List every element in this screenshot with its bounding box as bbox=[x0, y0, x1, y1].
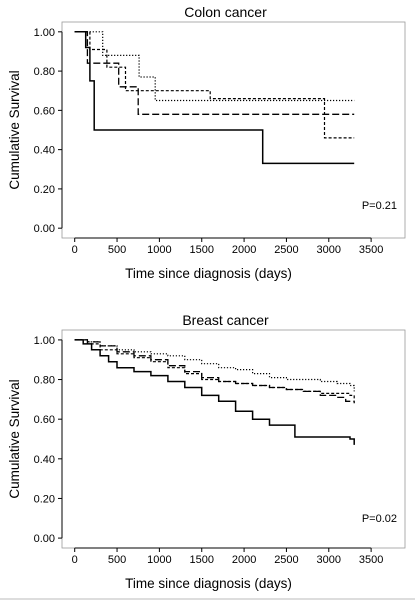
x-tick-label: 0 bbox=[72, 244, 78, 256]
p-value-annotation: P=0.02 bbox=[362, 513, 397, 525]
x-tick-label: 3500 bbox=[359, 244, 383, 256]
survival-curve-dashed bbox=[74, 31, 355, 139]
y-tick-label: 1.00 bbox=[34, 27, 55, 39]
x-tick-label: 1000 bbox=[147, 554, 171, 566]
p-value-annotation: P=0.21 bbox=[362, 200, 397, 212]
y-tick-label: 0.00 bbox=[34, 223, 55, 235]
survival-curve-solid bbox=[74, 339, 355, 445]
breast-cancer-panel: Breast cancer 0.00 0.20 0.40 0.60 0.80 1.00 0 50… bbox=[7, 312, 406, 591]
x-tick-label: 3500 bbox=[359, 554, 383, 566]
y-tick-label: 0.40 bbox=[34, 145, 55, 157]
survival-curve-dotted bbox=[74, 31, 355, 102]
survival-curve-long-dash bbox=[74, 31, 355, 115]
y-tick-label: 0.80 bbox=[34, 66, 55, 78]
y-axis-title: Cumulative Survival bbox=[7, 379, 22, 498]
y-tick-label: 0.60 bbox=[34, 414, 55, 426]
x-tick-label: 1500 bbox=[189, 244, 213, 256]
x-tick-label: 0 bbox=[72, 554, 78, 566]
y-tick-label: 0.00 bbox=[34, 533, 55, 545]
x-tick-label: 2500 bbox=[274, 244, 298, 256]
y-tick-label: 1.00 bbox=[34, 335, 55, 347]
y-axis-title: Cumulative Survival bbox=[7, 70, 22, 189]
x-tick-label: 500 bbox=[108, 554, 126, 566]
survival-curve-dashed bbox=[74, 339, 355, 400]
x-tick-label: 3000 bbox=[317, 244, 341, 256]
x-tick-label: 2000 bbox=[232, 554, 256, 566]
y-tick-label: 0.40 bbox=[34, 454, 55, 466]
y-tick-label: 0.20 bbox=[34, 493, 55, 505]
x-tick-label: 1000 bbox=[147, 244, 171, 256]
y-tick-label: 0.60 bbox=[34, 105, 55, 117]
chart-title: Breast cancer bbox=[182, 312, 269, 328]
x-axis-title: Time since diagnosis (days) bbox=[125, 266, 292, 281]
colon-cancer-panel: Colon cancer 0.00 0.20 0.40 0.60 0.80 1.00 0 500… bbox=[7, 4, 406, 281]
x-tick-label: 2500 bbox=[274, 554, 298, 566]
chart-title: Colon cancer bbox=[184, 4, 267, 20]
y-tick-label: 0.80 bbox=[34, 375, 55, 387]
x-axis-title: Time since diagnosis (days) bbox=[125, 576, 292, 591]
x-tick-label: 1500 bbox=[189, 554, 213, 566]
y-tick-label: 0.20 bbox=[34, 184, 55, 196]
x-tick-label: 2000 bbox=[232, 244, 256, 256]
survival-curve-long-dash bbox=[74, 339, 355, 404]
x-tick-label: 3000 bbox=[317, 554, 341, 566]
x-tick-label: 500 bbox=[108, 244, 126, 256]
survival-curve-solid bbox=[74, 31, 355, 165]
